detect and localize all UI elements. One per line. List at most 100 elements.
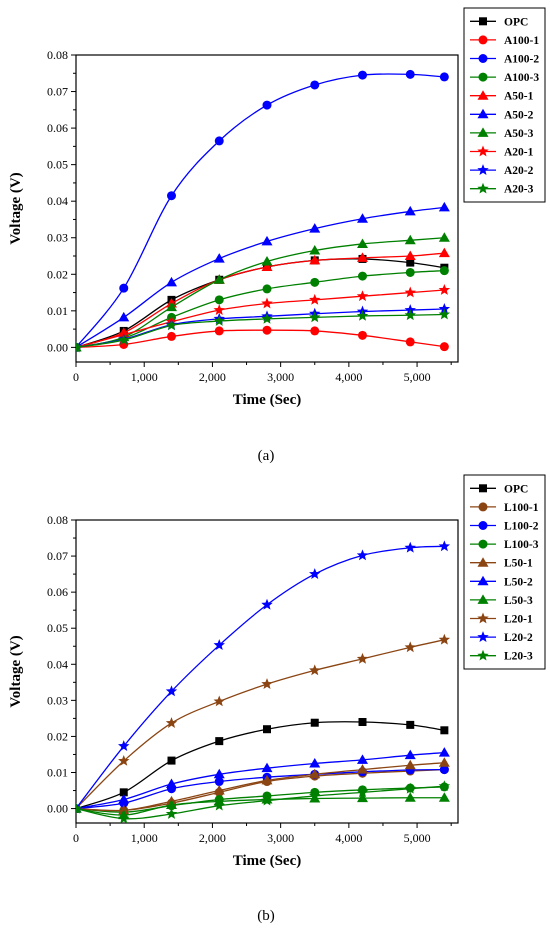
b-y-tick-label: 0.04 (47, 657, 68, 671)
a-data-point (439, 72, 449, 82)
a-data-point (405, 337, 415, 347)
a-data-point (358, 330, 367, 340)
b-data-point (438, 540, 451, 552)
a-data-point (214, 295, 224, 305)
b-legend-marker (477, 612, 489, 624)
a-legend-label: A20-2 (504, 165, 534, 177)
b-x-tick-label: 3,000 (267, 831, 294, 845)
b-legend-marker (478, 502, 488, 512)
a-legend-marker (477, 108, 489, 119)
a-data-point (405, 267, 415, 277)
b-data-point (357, 764, 368, 774)
b-legend-marker (477, 557, 489, 567)
b-data-point (356, 549, 369, 561)
a-data-point (439, 266, 449, 276)
b-data-point (261, 794, 273, 806)
b-data-point (213, 639, 225, 651)
b-series-line (76, 545, 445, 809)
b-data-point (166, 799, 177, 809)
a-legend-marker (477, 164, 489, 175)
b-data-point (438, 792, 450, 802)
a-series-A100-2 (76, 69, 449, 352)
a-y-tick-label: 0.04 (47, 194, 68, 208)
b-x-tick-label: 0 (73, 831, 79, 845)
a-data-point (166, 301, 177, 312)
b-data-point (440, 726, 449, 735)
b-series-line (76, 721, 445, 810)
a-x-tick-label: 0 (73, 370, 79, 384)
a-legend-marker (477, 127, 489, 137)
a-data-point (358, 271, 367, 281)
b-legend-marker (479, 484, 487, 493)
a-series-A50-2 (76, 201, 450, 352)
b-legend-label: OPC (504, 483, 528, 495)
b-data-point (118, 740, 130, 752)
b-data-point (309, 789, 321, 801)
a-data-point (261, 312, 273, 324)
a-data-point (438, 232, 450, 242)
b-series-line (76, 762, 445, 812)
a-data-point (406, 258, 415, 267)
a-data-point (167, 331, 176, 341)
a-legend-label: A50-3 (504, 128, 534, 140)
a-data-point (262, 284, 272, 294)
b-series-L50-2 (76, 747, 450, 813)
b-data-point (404, 759, 416, 770)
b-legend-label: L20-3 (504, 651, 533, 663)
a-y-axis-title: Voltage (V) (8, 172, 24, 244)
a-y-tick-label: 0.02 (47, 267, 68, 281)
b-data-point (261, 762, 273, 773)
b-legend-marker (478, 539, 488, 549)
a-legend-marker (477, 145, 489, 157)
b-legend-marker (477, 594, 489, 604)
a-data-point (166, 276, 177, 287)
b-x-tick-label: 1,000 (131, 831, 158, 845)
b-legend-label: L50-2 (504, 576, 533, 588)
a-data-point (309, 254, 321, 265)
b-data-point (438, 757, 450, 767)
b-data-point (438, 747, 450, 757)
b-legend-marker (477, 649, 489, 661)
b-x-tick-label: 4,000 (335, 831, 362, 845)
b-data-point (213, 799, 225, 811)
a-legend-marker (477, 90, 489, 100)
a-data-point (309, 293, 321, 305)
a-data-point (118, 334, 130, 345)
a-data-point (261, 297, 273, 309)
b-data-point (438, 780, 451, 792)
b-data-point (309, 568, 321, 579)
a-data-point (119, 283, 129, 293)
a-data-point (438, 284, 451, 295)
b-y-tick-label: 0.07 (47, 549, 68, 563)
b-data-point (261, 678, 273, 689)
a-legend-label: A50-2 (504, 109, 534, 121)
a-legend-marker (478, 35, 488, 45)
a-data-point (358, 70, 367, 80)
chart-panel-a: 0 1,000 2,000 3,000 4,000 5,000 0.00 0.01 0.02 0.… (8, 7, 546, 464)
b-data-point (165, 807, 178, 819)
b-data-point (118, 754, 130, 766)
a-data-point (404, 309, 416, 321)
b-x-tick-label: 2,000 (199, 831, 226, 845)
b-data-point (404, 641, 416, 653)
a-data-point (167, 191, 176, 201)
b-x-axis-title: Time (Sec) (233, 853, 301, 869)
b-caption: (b) (257, 908, 275, 924)
a-data-point (261, 235, 273, 246)
b-y-tick-label: 0.01 (47, 766, 68, 780)
b-data-point (165, 685, 178, 697)
a-x-tick-label: 2,000 (199, 370, 226, 384)
a-legend-label: A20-1 (504, 147, 534, 159)
b-data-point (309, 664, 321, 676)
a-data-point (438, 201, 450, 212)
a-y-tick-label: 0.00 (47, 340, 68, 354)
a-caption: (a) (258, 448, 275, 464)
b-data-point (166, 778, 177, 789)
a-y-tick-label: 0.07 (47, 85, 68, 99)
a-data-point (404, 250, 416, 261)
b-series-L20-2 (76, 540, 451, 814)
a-data-point (165, 319, 178, 331)
b-series-line (76, 797, 445, 816)
a-data-point (214, 136, 224, 146)
a-data-point (438, 308, 451, 320)
